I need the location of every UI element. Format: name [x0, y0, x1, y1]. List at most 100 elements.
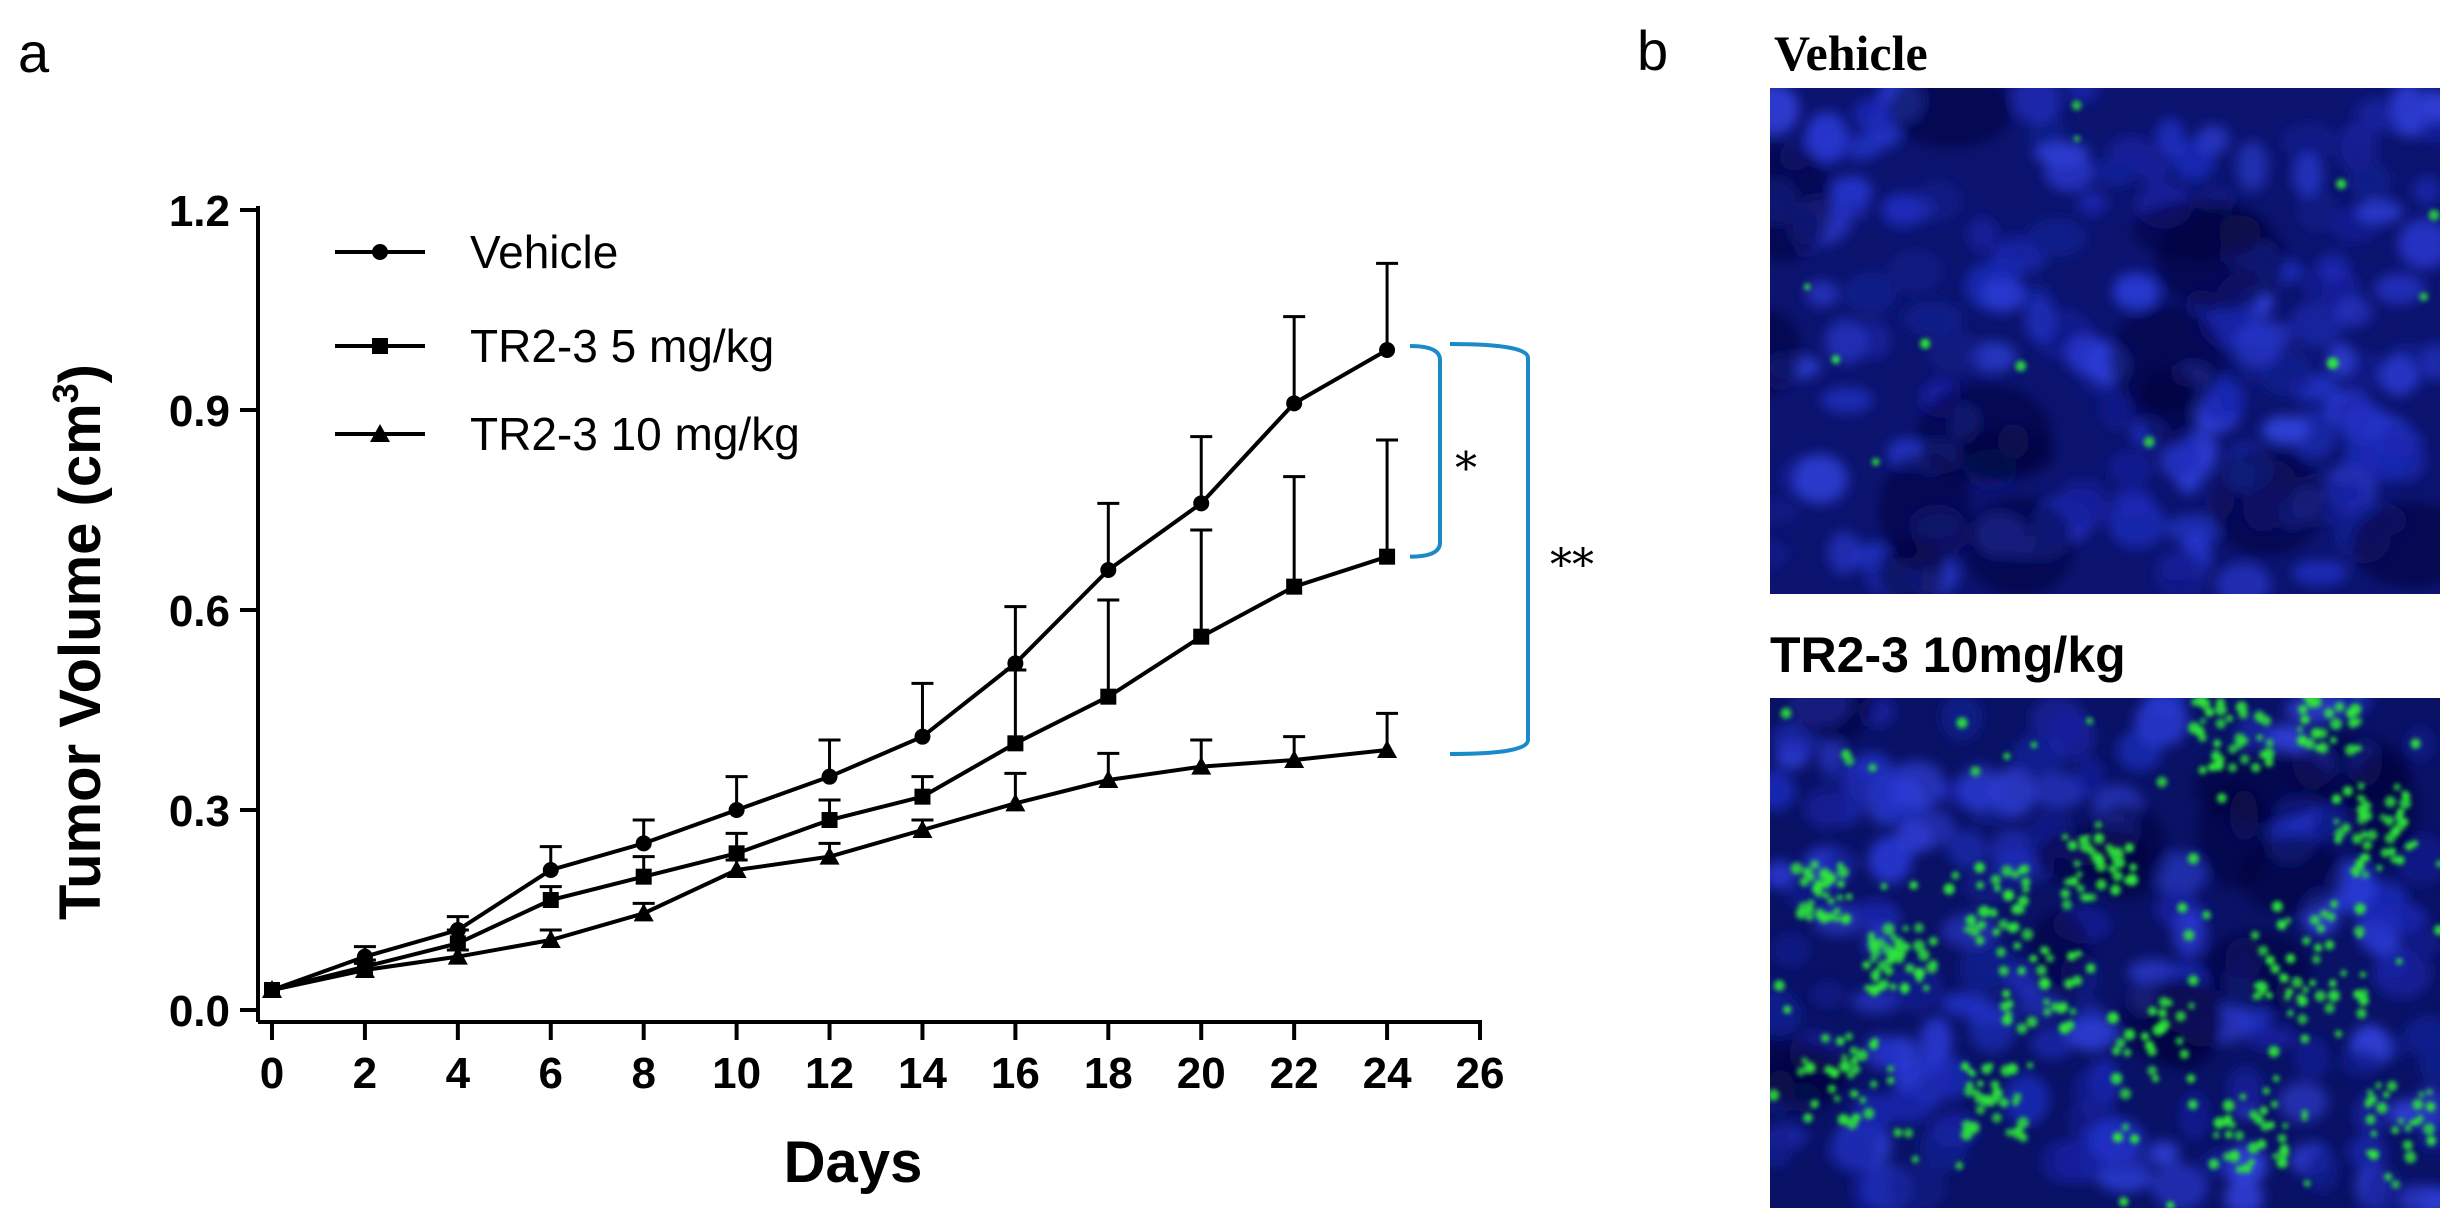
signal-dot [2078, 836, 2086, 843]
data-point [633, 903, 654, 922]
signal-dot [2349, 685, 2360, 696]
nucleus [1991, 766, 2036, 818]
signal-dot [2418, 1091, 2425, 1098]
signal-dot [1996, 947, 2006, 957]
signal-dot [2380, 848, 2391, 858]
y-axis-title-superscript: 3 [45, 383, 86, 403]
signal-dot [1833, 1095, 1841, 1102]
signal-dot [2129, 1134, 2140, 1144]
signal-dot [1991, 1087, 2003, 1099]
nucleus [2066, 88, 2099, 102]
signal-dot [2271, 900, 2283, 912]
signal-dot [1998, 919, 2009, 930]
signal-dot [2227, 763, 2238, 773]
signal-dot [2021, 877, 2031, 887]
nucleus [2108, 450, 2153, 486]
y-axis-title-main: Tumor Volume (cm [48, 403, 113, 920]
signal-dot [1990, 1080, 2000, 1090]
y-tick-label: 0.6 [169, 587, 230, 636]
signal-dot [2268, 1045, 2280, 1058]
nucleus [2178, 1091, 2210, 1141]
signal-dot [2215, 718, 2226, 729]
signal-dot [2147, 1065, 2157, 1076]
signal-dot [2247, 1142, 2260, 1154]
data-point [1100, 562, 1117, 578]
signal-dot [2179, 1049, 2190, 1059]
signal-dot [2017, 906, 2025, 914]
signal-dot [2224, 1130, 2233, 1139]
x-tick-label: 2 [353, 1049, 377, 1098]
nucleus [2096, 1167, 2156, 1193]
nucleus [2236, 140, 2269, 192]
signal-dot [2107, 1011, 2119, 1024]
signal-dot [2410, 840, 2419, 848]
signal-dot [1783, 1005, 1792, 1014]
data-point [914, 788, 931, 805]
data-point [912, 820, 933, 838]
signal-dot [2071, 100, 2082, 111]
signal-dot [2341, 823, 2351, 833]
signal-dot [2344, 744, 2357, 756]
nucleus [1825, 1129, 1879, 1174]
signal-dot [2263, 748, 2275, 760]
signal-dot [2187, 852, 2199, 865]
signal-dot [2358, 995, 2369, 1006]
signal-dot [2402, 792, 2411, 800]
signal-dot [2388, 847, 2397, 856]
signal-dot [2156, 776, 2168, 788]
signal-dot [2314, 943, 2323, 952]
signal-dot [2300, 714, 2310, 725]
signal-dot [1980, 1094, 1993, 1107]
signal-dot [2386, 1080, 2398, 1092]
signal-dot [2354, 744, 2363, 752]
signal-dot [2302, 936, 2311, 946]
signal-dot [1909, 881, 1918, 890]
nucleus [2147, 1140, 2180, 1167]
y-tick-label: 0.0 [169, 987, 230, 1036]
signal-dot [2076, 884, 2085, 893]
data-point [372, 244, 388, 260]
nucleus [1981, 275, 2026, 313]
signal-dot [2351, 833, 2363, 845]
signal-dot [2057, 1001, 2069, 1013]
panel-letter-a: a [18, 21, 50, 84]
signal-dot [2324, 1003, 2335, 1014]
nucleus [2332, 479, 2368, 520]
signal-dot [2249, 1110, 2259, 1120]
signal-dot [2426, 1135, 2437, 1146]
y-axis-title: Tumor Volume (cm3) [45, 364, 113, 920]
signal-dot [2066, 951, 2077, 961]
signal-dot [1976, 881, 1984, 890]
signal-dot [2276, 1157, 2288, 1169]
signal-dot [2212, 1131, 2220, 1139]
signal-dot [2376, 1102, 2388, 1114]
nucleus [1868, 836, 1912, 884]
signal-dot [1795, 908, 1807, 920]
signal-dot [2043, 1008, 2052, 1016]
signal-dot [2298, 704, 2308, 715]
legend: Vehicle TR2-3 5 mg/kg TR2-3 10 mg/kg [335, 226, 800, 460]
signal-dot [2379, 814, 2387, 821]
signal-dot [2327, 989, 2340, 1002]
signal-dot [2225, 714, 2234, 723]
nucleus [2112, 274, 2160, 311]
signal-dot [2061, 899, 2072, 910]
signal-dot [1815, 879, 1823, 887]
data-point [1191, 756, 1212, 775]
signal-dot [1822, 891, 1830, 899]
signal-dot [2123, 1028, 2136, 1041]
nucleus [2024, 295, 2057, 344]
signal-dot [1849, 1046, 1859, 1055]
nucleus [2339, 1050, 2382, 1077]
signal-dot [2202, 910, 2211, 920]
data-point [542, 892, 559, 908]
signal-dot [2340, 969, 2347, 977]
signal-dot [1839, 1060, 1851, 1073]
nucleus [2372, 949, 2432, 999]
x-tick-label: 12 [805, 1049, 854, 1098]
signal-dot [2329, 979, 2337, 988]
signal-dot [2030, 741, 2038, 749]
signal-dot [2361, 810, 2373, 822]
data-point [1007, 655, 1024, 672]
signal-dot [2223, 1114, 2233, 1124]
